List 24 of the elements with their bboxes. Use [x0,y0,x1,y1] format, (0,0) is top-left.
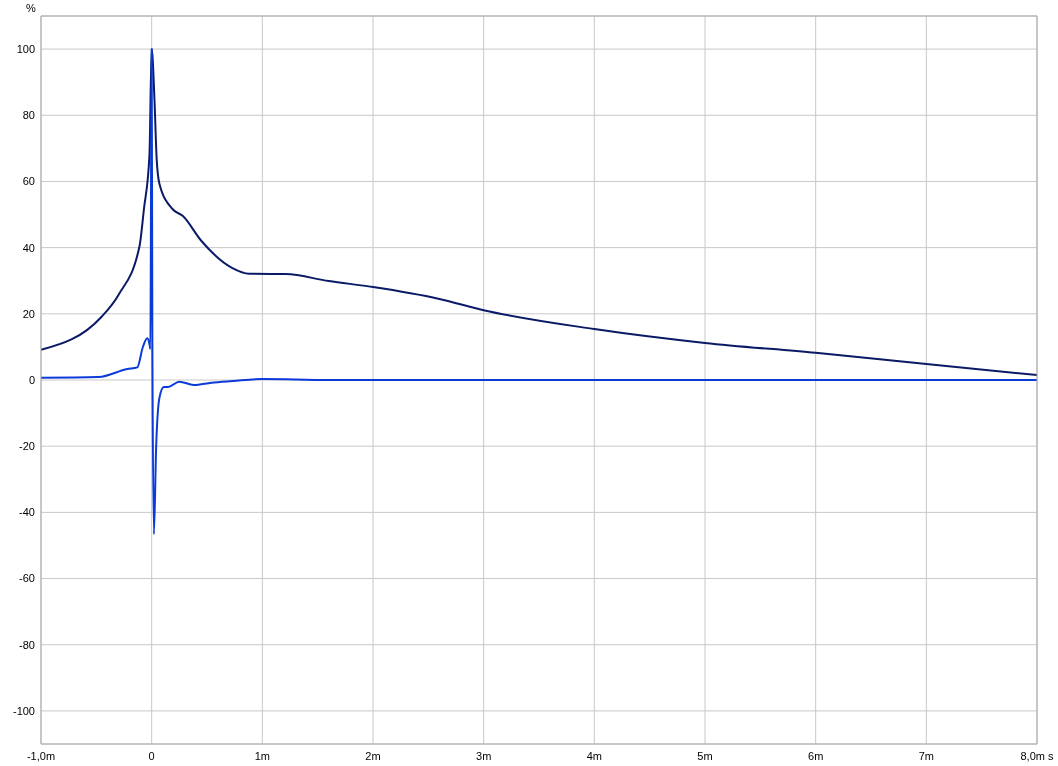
x-tick-label: 4m [586,749,602,762]
y-tick-label: 0 [28,373,35,386]
y-tick-label: 100 [16,43,35,55]
x-tick-label: 6m [808,749,824,762]
y-tick-label: 80 [22,109,35,122]
y-tick-label: 60 [22,175,35,188]
y-tick-label: -100 [12,704,35,717]
x-tick-label: 0 [148,749,155,762]
y-tick-label: 40 [22,241,35,254]
x-tick-label: 5m [697,749,713,762]
y-tick-label: -60 [19,572,35,585]
x-tick-label: 2m [365,749,381,762]
line-series [41,48,1037,377]
y-tick-label: -40 [19,506,35,519]
x-tick-label: 1m [254,749,270,762]
x-tick-label: -1,0m [26,749,56,762]
x-tick-label: 7m [918,749,934,762]
x-tick-label: 3m [476,749,492,762]
y-tick-label: -20 [19,440,35,453]
y-axis-title: % [26,2,36,14]
x-tick-label: 8,0m s [1020,749,1054,762]
y-tick-label: -80 [19,638,35,651]
y-tick-label: 20 [22,307,35,320]
line-series [41,48,1037,536]
